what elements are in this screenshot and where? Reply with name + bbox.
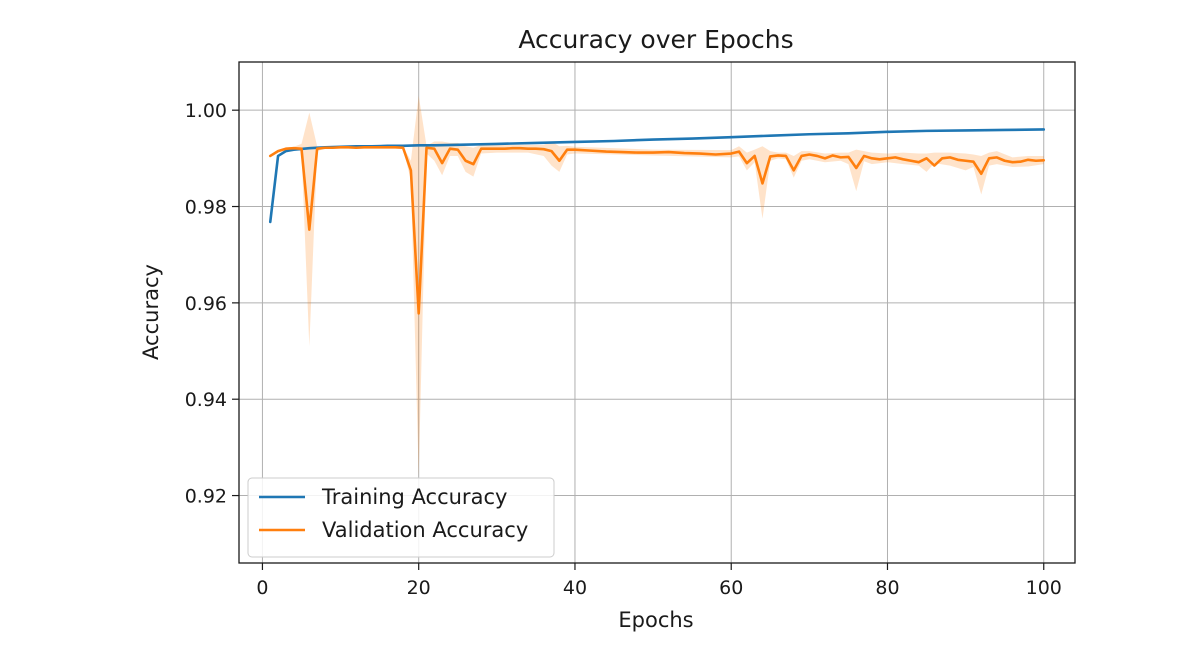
x-tick-label: 20 bbox=[407, 577, 431, 599]
y-axis: 0.92 0.94 0.96 0.98 1.00 bbox=[185, 100, 239, 508]
chart-title: Accuracy over Epochs bbox=[518, 25, 793, 54]
x-axis: 0 20 40 60 80 100 bbox=[256, 563, 1062, 599]
x-tick-label: 80 bbox=[875, 577, 899, 599]
y-tick-label: 0.92 bbox=[185, 486, 227, 508]
plot-frame bbox=[238, 61, 1076, 564]
y-axis-label: Accuracy bbox=[139, 264, 163, 360]
legend: Training Accuracy Validation Accuracy bbox=[247, 477, 555, 558]
validation-accuracy-line bbox=[268, 145, 1046, 315]
x-tick-label: 40 bbox=[563, 577, 587, 599]
x-tick-label: 0 bbox=[256, 577, 268, 599]
legend-box bbox=[247, 477, 555, 558]
x-tick-label: 60 bbox=[719, 577, 743, 599]
legend-label-validation: Validation Accuracy bbox=[322, 518, 528, 542]
x-tick-label: 100 bbox=[1026, 577, 1062, 599]
y-tick-label: 0.98 bbox=[185, 197, 227, 219]
x-axis-label: Epochs bbox=[618, 608, 693, 632]
grid-lines bbox=[239, 62, 1075, 563]
legend-label-training: Training Accuracy bbox=[321, 485, 507, 509]
y-tick-label: 0.96 bbox=[185, 293, 227, 315]
y-tick-label: 1.00 bbox=[185, 100, 227, 122]
series-lines bbox=[268, 128, 1046, 315]
y-tick-label: 0.94 bbox=[185, 389, 227, 411]
